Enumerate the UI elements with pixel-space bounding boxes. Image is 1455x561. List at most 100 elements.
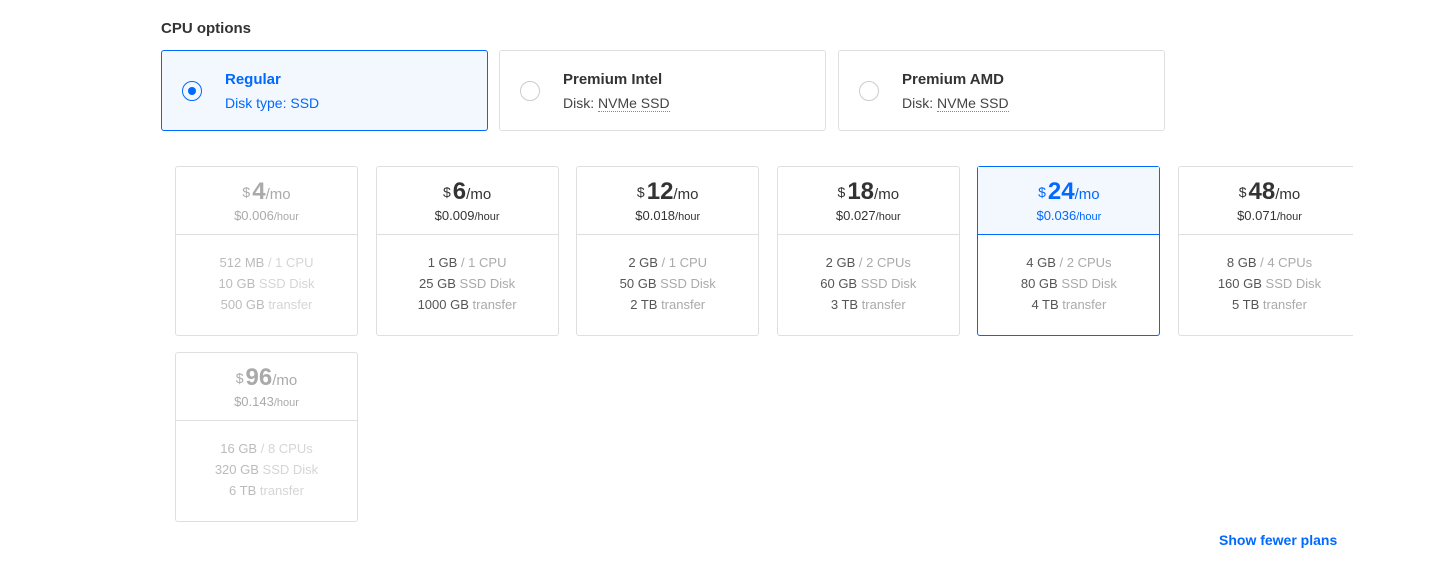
memory-cpu: 2 GB / 2 CPUs — [778, 252, 959, 273]
cpu-option-title: Regular — [225, 71, 281, 88]
hourly-price: $0.036/hour — [978, 208, 1159, 223]
memory: 2 GB — [628, 255, 658, 270]
monthly-price: $4/mo — [176, 179, 357, 208]
disk-size: 60 GB — [820, 276, 858, 291]
monthly-price: $48/mo — [1179, 179, 1353, 208]
plan-card-18[interactable]: $18/mo $0.027/hour 2 GB / 2 CPUs 60 GB S… — [776, 166, 960, 336]
plan-card-6[interactable]: $6/mo $0.009/hour 1 GB / 1 CPU 25 GB SSD… — [375, 166, 559, 336]
disk-type: NVMe SSD — [937, 95, 1009, 112]
disk-type: SSD — [290, 95, 320, 111]
plan-price-section: $18/mo $0.027/hour — [777, 167, 959, 235]
disk-size: 25 GB — [419, 276, 456, 291]
plans-grid: $4/mo $0.006/hour 512 MB / 1 CPU 10 GB S… — [175, 166, 1353, 526]
hourly-amount: $0.006 — [234, 208, 274, 223]
currency: $ — [1238, 184, 1247, 200]
cpu-option-regular[interactable]: Regular Disk type: SSD — [161, 50, 488, 131]
transfer-amount: 6 TB — [229, 483, 257, 498]
disk-size: 10 GB — [218, 276, 256, 291]
plan-card-48[interactable]: $48/mo $0.071/hour 8 GB / 4 CPUs 160 GB … — [1178, 166, 1353, 336]
memory: 512 MB — [219, 255, 265, 270]
price-period: /mo — [1275, 186, 1301, 203]
disk-size: 160 GB — [1217, 276, 1262, 291]
cpu-count: / 1 CPU — [264, 255, 314, 270]
disk: 60 GB SSD Disk — [778, 273, 959, 294]
disk-label: SSD Disk — [455, 276, 516, 291]
cpu-option-premium-amd[interactable]: Premium AMD Disk: NVMe SSD — [838, 50, 1165, 131]
transfer: 4 TB transfer — [978, 294, 1159, 315]
plan-card-96: $96/mo $0.143/hour 16 GB / 8 CPUs 320 GB… — [175, 352, 358, 522]
transfer-amount: 1000 GB — [417, 297, 469, 312]
radio-button[interactable] — [182, 81, 202, 101]
transfer-label: transfer — [256, 483, 304, 498]
transfer-amount: 3 TB — [830, 297, 859, 312]
price-period: /mo — [1074, 186, 1100, 203]
transfer: 3 TB transfer — [778, 294, 959, 315]
plan-price-section: $12/mo $0.018/hour — [577, 167, 759, 235]
memory: 1 GB — [427, 255, 458, 270]
transfer: 500 GB transfer — [176, 294, 357, 315]
monthly-price: $96/mo — [176, 365, 357, 394]
hourly-amount: $0.009 — [434, 208, 475, 223]
transfer-label: transfer — [657, 297, 706, 312]
plan-price-section: $4/mo $0.006/hour — [176, 167, 357, 235]
cpu-option-title: Premium Intel — [563, 71, 663, 88]
plan-specs: 4 GB / 2 CPUs 80 GB SSD Disk 4 TB transf… — [978, 235, 1159, 315]
transfer-amount: 2 TB — [630, 297, 658, 312]
transfer: 2 TB transfer — [577, 294, 758, 315]
transfer-amount: 4 TB — [1031, 297, 1059, 312]
monthly-price: $12/mo — [577, 179, 758, 208]
memory: 16 GB — [220, 441, 258, 456]
price-period: /mo — [272, 372, 298, 389]
cpu-count: / 2 CPUs — [1055, 255, 1112, 270]
price-amount: 48 — [1248, 178, 1276, 205]
transfer: 5 TB transfer — [1179, 294, 1353, 315]
cpu-option-disk: Disk: NVMe SSD — [563, 95, 670, 112]
price-amount: 4 — [252, 178, 266, 205]
radio-button[interactable] — [520, 81, 540, 101]
monthly-price: $18/mo — [778, 179, 959, 208]
cpu-option-premium-intel[interactable]: Premium Intel Disk: NVMe SSD — [499, 50, 826, 131]
plan-card-24[interactable]: $24/mo $0.036/hour 4 GB / 2 CPUs 80 GB S… — [977, 166, 1161, 336]
hourly-amount: $0.143 — [234, 394, 274, 409]
plan-specs: 512 MB / 1 CPU 10 GB SSD Disk 500 GB tra… — [176, 235, 357, 315]
memory-cpu: 1 GB / 1 CPU — [377, 252, 558, 273]
disk: 25 GB SSD Disk — [377, 273, 558, 294]
price-amount: 24 — [1047, 178, 1075, 205]
plan-price-section: $24/mo $0.036/hour — [978, 167, 1160, 235]
currency: $ — [235, 370, 244, 386]
hourly-amount: $0.036 — [1036, 208, 1077, 223]
plan-card-12[interactable]: $12/mo $0.018/hour 2 GB / 1 CPU 50 GB SS… — [576, 166, 760, 336]
hourly-price: $0.027/hour — [778, 208, 959, 223]
transfer-label: transfer — [858, 297, 906, 312]
transfer-label: transfer — [1058, 297, 1107, 312]
plan-specs: 2 GB / 2 CPUs 60 GB SSD Disk 3 TB transf… — [778, 235, 959, 315]
price-period: /mo — [265, 186, 291, 203]
radio-button[interactable] — [859, 81, 879, 101]
disk-label: SSD Disk — [656, 276, 716, 291]
hourly-unit: /hour — [1076, 211, 1102, 223]
cpu-count: / 8 CPUs — [257, 441, 313, 456]
memory-cpu: 16 GB / 8 CPUs — [176, 438, 357, 459]
currency: $ — [242, 184, 251, 200]
transfer-label: transfer — [1259, 297, 1307, 312]
hourly-amount: $0.018 — [635, 208, 676, 223]
plan-specs: 2 GB / 1 CPU 50 GB SSD Disk 2 TB transfe… — [577, 235, 758, 315]
hourly-price: $0.143/hour — [176, 394, 357, 409]
cpu-option-disk: Disk type: SSD — [225, 95, 319, 111]
disk-size: 320 GB — [214, 462, 259, 477]
transfer: 6 TB transfer — [176, 480, 357, 501]
memory: 2 GB — [825, 255, 856, 270]
show-fewer-plans-link[interactable]: Show fewer plans — [1219, 532, 1338, 548]
hourly-unit: /hour — [273, 397, 299, 409]
disk-size: 50 GB — [619, 276, 657, 291]
memory: 4 GB — [1026, 255, 1056, 270]
hourly-price: $0.006/hour — [176, 208, 357, 223]
cpu-count: / 1 CPU — [457, 255, 507, 270]
transfer: 1000 GB transfer — [377, 294, 558, 315]
cpu-option-disk: Disk: NVMe SSD — [902, 95, 1009, 112]
disk-size: 80 GB — [1020, 276, 1058, 291]
hourly-unit: /hour — [273, 211, 299, 223]
price-amount: 96 — [245, 364, 273, 391]
transfer-amount: 500 GB — [220, 297, 265, 312]
price-period: /mo — [466, 186, 492, 203]
